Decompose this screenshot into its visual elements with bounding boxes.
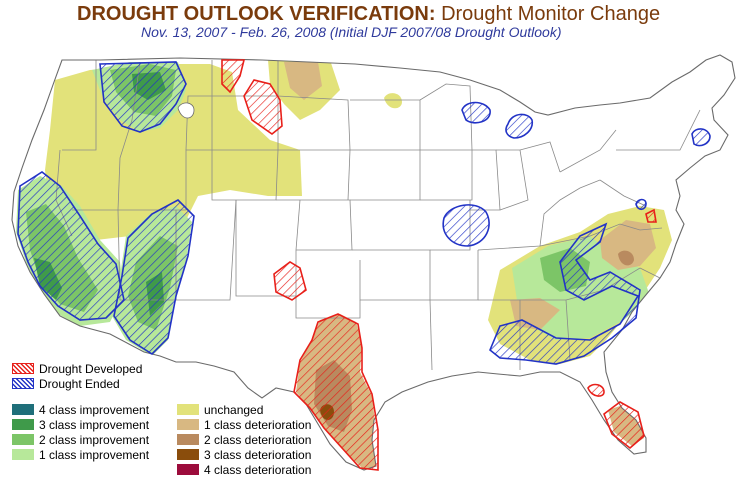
title-sub: Drought Monitor Change [441,3,661,25]
ended-michigan-upper [461,101,491,124]
developed-montana-east [221,59,246,94]
legend-label: 3 class deterioration [204,448,312,462]
developed-georgia [587,383,605,397]
legend-label: 1 class improvement [39,448,150,462]
deteriorate4-swatch [177,464,199,475]
ended-southeast [489,222,641,365]
state-boundaries [55,60,701,371]
legend: Drought Developed Drought Ended 4 class … [12,362,342,477]
legend-label: 2 class deterioration [204,433,312,447]
ended-swatch [12,378,34,389]
title-main: DROUGHT OUTLOOK VERIFICATION: [77,3,436,25]
developed-florida [603,401,645,450]
legend-label: Drought Developed [39,362,143,376]
area-deteriorate2-virginia [618,250,634,266]
map-subtitle: Nov. 13, 2007 - Feb. 26, 2008 (Initial D… [141,24,562,40]
improve1-swatch [12,449,34,460]
area-unchanged-midwest [384,93,402,109]
ended-illinois [442,204,490,247]
legend-label: 1 class deterioration [204,418,312,432]
developed-chesapeake [645,208,657,223]
legend-label: 4 class deterioration [204,463,312,477]
deteriorate2-swatch [177,434,199,445]
us-outline [11,54,736,471]
unchanged-swatch [177,404,199,415]
legend-label: Drought Ended [39,377,120,391]
legend-label: 4 class improvement [39,403,150,417]
ended-michigan-lower [505,113,534,139]
legend-label: unchanged [204,403,264,417]
lake-shapes [177,102,195,119]
map-title: DROUGHT OUTLOOK VERIFICATION: Drought Mo… [77,3,660,26]
ended-southwest [113,199,195,356]
legend-label: 2 class improvement [39,433,150,447]
developed-swatch [12,363,34,374]
developed-colorado [273,261,307,301]
ended-montana [99,61,187,133]
drought-ended-areas [17,61,711,365]
legend-label: 3 class improvement [39,418,150,432]
deteriorate3-swatch [177,449,199,460]
ended-virginia-small [635,198,647,211]
improve2-swatch [12,434,34,445]
developed-texas [293,313,379,471]
drought-developed-areas [221,59,657,471]
improve3-swatch [12,419,34,430]
deteriorate1-swatch [177,419,199,430]
improve4-swatch [12,404,34,415]
area-deteriorate1-virginia [600,220,656,270]
ended-new-england [691,128,711,147]
developed-wyoming [243,79,283,135]
area-deteriorate1-dakota [284,62,322,100]
